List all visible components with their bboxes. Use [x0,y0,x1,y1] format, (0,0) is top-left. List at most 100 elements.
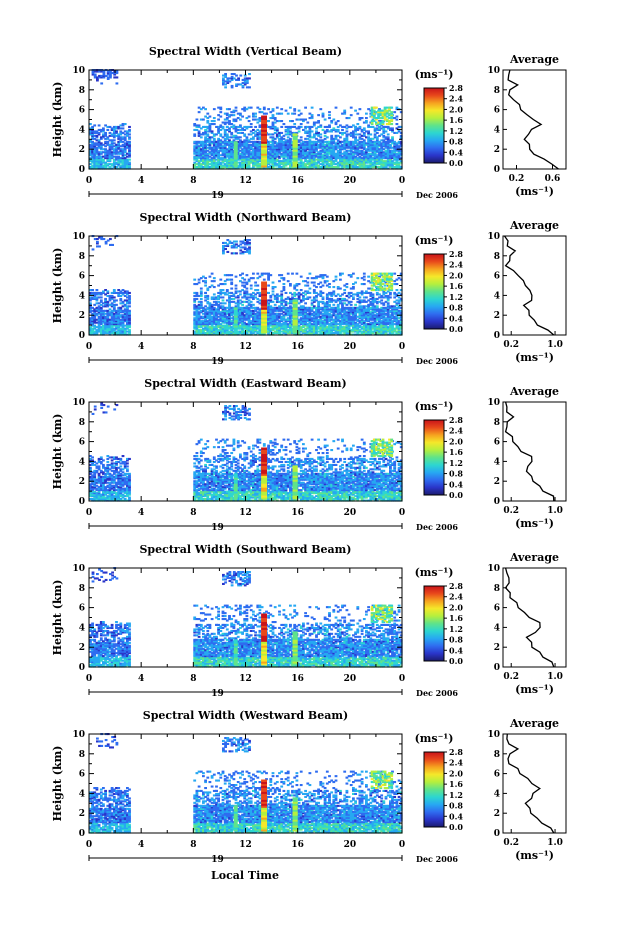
colorbar-tick-label: 0.4 [449,147,463,157]
heatmap-cell [280,326,284,329]
heatmap-cell [302,155,305,158]
heatmap-cell [249,130,253,133]
heatmap-cell [252,137,255,140]
heatmap-cell [365,112,368,115]
heatmap-cell [225,329,229,332]
heatmap-cell [221,305,225,308]
heatmap-cell [210,151,214,154]
heatmap-cell [286,329,290,332]
colorbar-tick-label: 0.0 [449,158,463,168]
heatmap-cell [123,166,127,169]
heatmap-cell [373,136,377,139]
heatmap-cell [247,299,251,302]
heatmap-cell [278,140,281,143]
heatmap-cell [354,142,357,145]
heatmap-cell [249,321,253,324]
heatmap-cell [321,142,325,145]
heatmap-cell [382,128,386,131]
heatmap-cell [108,312,112,315]
heatmap-cell [275,317,279,320]
heatmap-cell [89,299,92,302]
heatmap-cell [128,317,131,320]
heatmap-cell [343,330,347,333]
heatmap-cell [202,133,205,136]
heatmap-cell [208,320,212,323]
heatmap-cell [291,296,294,299]
heatmap-cell [204,128,207,131]
heatmap-cell [278,134,281,137]
heatmap-cell [384,160,388,163]
heatmap-cell [239,125,242,128]
heatmap-cell [278,164,281,167]
heatmap-cell [317,145,320,148]
heatmap-cell [249,155,253,158]
heatmap-cell [334,145,338,148]
heatmap-cell [217,152,220,155]
heatmap-cell [223,317,227,320]
heatmap-cell [212,163,216,166]
heatmap-cell [225,318,229,321]
heatmap-cell [206,300,210,303]
heatmap-cell [310,320,314,323]
heatmap-cell [121,164,125,167]
heatmap-cell [234,137,238,140]
heatmap-cell [395,145,399,148]
heatmap-cell [369,139,373,142]
heatmap-cell [312,318,316,321]
heatmap-cell [269,312,273,315]
heatmap-cell [304,317,307,320]
heatmap-cell [304,163,307,166]
heatmap-cell [221,311,225,314]
heatmap-cell [108,134,112,137]
heatmap-cell [380,149,384,152]
heatmap-cell [108,154,112,157]
heatmap-cell [126,161,129,164]
heatmap-cell [304,157,307,160]
heatmap-cell [258,329,262,332]
heatmap-cell [336,151,340,154]
heatmap-cell [210,160,214,163]
heatmap-cell [121,152,125,155]
heatmap-cell [380,151,384,154]
heatmap-cell [99,303,103,306]
heatmap-cell [243,134,247,137]
heatmap-cell [91,134,94,137]
y-axis-label: Height (km) [51,82,64,158]
heatmap-cell [334,332,338,335]
heatmap-cell [289,314,292,317]
heatmap-cell [232,125,236,128]
heatmap-cell [123,324,127,327]
heatmap-cell [106,73,110,76]
heatmap-cell [208,323,212,326]
heatmap-cell [97,324,101,327]
heatmap-cell [319,330,323,333]
heatmap-cell [306,306,310,309]
heatmap-cell [273,296,277,299]
heatmap-cell [289,323,292,326]
heatmap-cell [360,160,364,163]
panel-title: Spectral Width (Vertical Beam) [149,45,342,58]
heatmap-cell [317,311,320,314]
heatmap-cell [225,161,229,164]
heatmap-cell [371,151,375,154]
heatmap-cell [332,311,336,314]
heatmap-cell [208,151,212,154]
heatmap-cell [284,314,288,317]
heatmap-cell [258,157,262,160]
heatmap-cell [197,157,201,160]
heatmap-cell [193,151,197,154]
heatmap-cell [321,309,325,312]
heatmap-cell [328,160,331,163]
heatmap-cell [369,166,373,169]
heatmap-cell [330,332,334,335]
heatmap-cell [271,324,275,327]
heatmap-cell [256,142,260,145]
heatmap-cell [258,317,262,320]
heatmap-cell [352,157,355,160]
heatmap-cell [225,154,229,157]
heatmap-cell [91,321,94,324]
heatmap-cell [117,151,121,154]
heatmap-cell [365,143,368,146]
heatmap-cell [323,306,327,309]
heatmap-cell [204,161,207,164]
